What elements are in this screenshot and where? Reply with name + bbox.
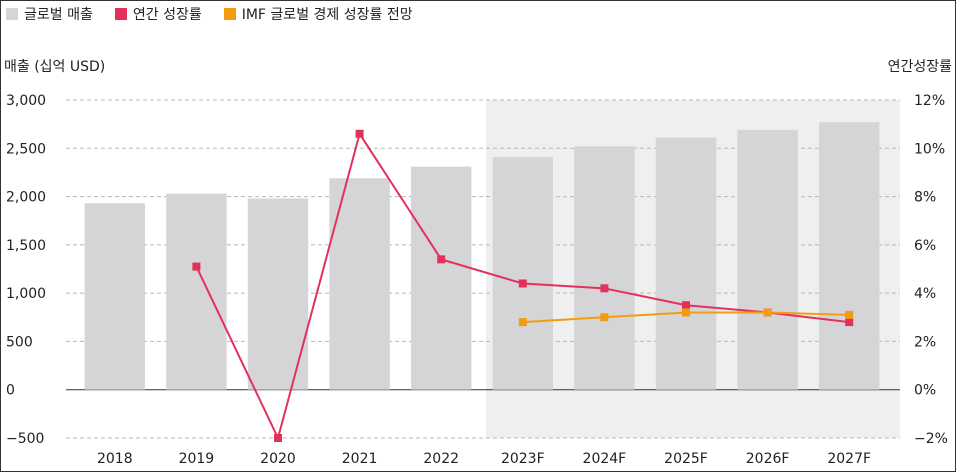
bar-2020 xyxy=(247,198,309,390)
legend-item-revenue: 글로벌 매출 xyxy=(6,4,93,24)
x-tick-label: 2022 xyxy=(423,451,459,467)
series-0-point xyxy=(518,279,527,288)
y-left-tick-label: −500 xyxy=(6,431,44,447)
series-0-point xyxy=(600,284,609,293)
legend-item-imf: IMF 글로벌 경제 성장률 전망 xyxy=(223,4,413,24)
y-left-tick-label: 1,000 xyxy=(6,286,46,302)
legend: 글로벌 매출 연간 성장률 IMF 글로벌 경제 성장률 전망 xyxy=(6,4,413,24)
y-left-tick-label: 2,000 xyxy=(6,190,46,206)
series-1-point xyxy=(518,318,527,327)
legend-label-revenue: 글로벌 매출 xyxy=(24,7,93,23)
series-1-point xyxy=(682,308,690,317)
legend-swatch-growth xyxy=(114,8,127,20)
y-right-tick-label: 2% xyxy=(914,334,936,350)
y-left-tick-label: 3,000 xyxy=(6,93,46,109)
y-right-tick-label: 6% xyxy=(914,238,936,254)
bar-2019 xyxy=(166,193,227,390)
bar-2025F xyxy=(655,137,717,390)
x-tick-label: 2024F xyxy=(583,451,627,467)
legend-label-growth: 연간 성장률 xyxy=(132,7,202,23)
bar-2023F xyxy=(492,156,553,390)
y-left-tick-label: 0 xyxy=(6,383,15,399)
x-tick-label: 2018 xyxy=(97,451,133,467)
right-axis-title: 연간성장률 xyxy=(887,59,952,75)
bar-2024F xyxy=(574,146,635,390)
left-axis-title: 매출 (십억 USD) xyxy=(4,59,106,75)
x-tick-label: 2019 xyxy=(179,451,215,467)
x-tick-label: 2025F xyxy=(664,451,708,467)
x-tick-label: 2027F xyxy=(827,451,871,467)
bar-2026F xyxy=(737,129,798,390)
series-0-point xyxy=(845,318,854,327)
y-right-tick-label: 0% xyxy=(914,383,936,399)
bar-2021 xyxy=(329,178,390,390)
series-1-point xyxy=(763,308,772,317)
y-left-tick-label: 1,500 xyxy=(6,238,46,254)
series-0-point xyxy=(274,434,282,442)
y-right-tick-label: 12% xyxy=(914,93,945,109)
series-0-point xyxy=(682,301,690,310)
y-right-tick-label: 4% xyxy=(914,286,936,302)
bar-2022 xyxy=(411,166,472,390)
x-tick-label: 2023F xyxy=(501,451,545,467)
series-1-point xyxy=(845,310,854,319)
series-0-point xyxy=(355,129,364,138)
x-tick-label: 2026F xyxy=(746,451,790,467)
y-left-tick-label: 500 xyxy=(6,334,33,350)
y-right-tick-label: 8% xyxy=(914,190,936,206)
legend-swatch-revenue xyxy=(6,8,18,20)
y-left-tick-label: 2,500 xyxy=(6,141,46,157)
y-right-tick-label: 10% xyxy=(914,141,945,157)
bar-2018 xyxy=(84,203,145,390)
legend-swatch-imf xyxy=(223,8,236,20)
series-1-point xyxy=(600,313,609,322)
bar-2027F xyxy=(819,122,880,390)
legend-label-imf: IMF 글로벌 경제 성장률 전망 xyxy=(241,7,413,23)
series-0-point xyxy=(437,255,446,264)
series-0-point xyxy=(192,262,201,271)
x-tick-label: 2021 xyxy=(342,451,378,467)
x-tick-label: 2020 xyxy=(260,451,296,467)
y-right-tick-label: −2% xyxy=(914,431,948,447)
legend-item-growth: 연간 성장률 xyxy=(114,4,202,24)
